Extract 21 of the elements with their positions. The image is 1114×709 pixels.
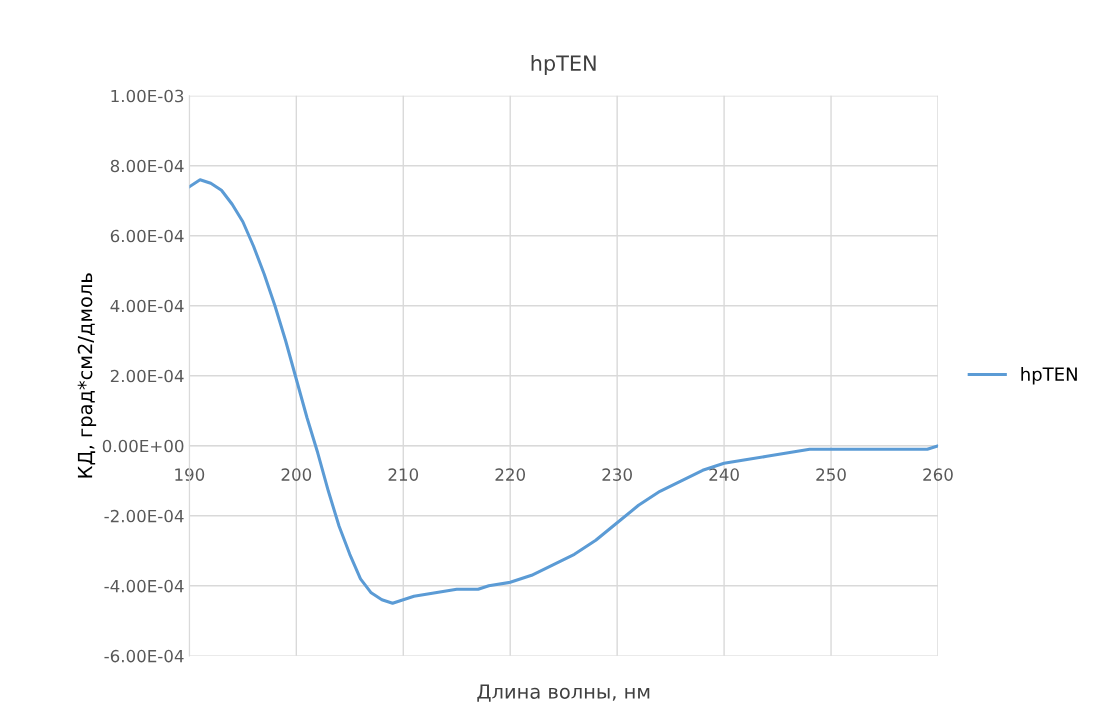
x-tick-label: 220 [495, 468, 526, 481]
y-tick-label: 8.00E-04 [110, 159, 184, 173]
x-tick-label: 200 [281, 468, 312, 481]
x-tick-label: 230 [602, 468, 632, 481]
y-axis-title: КД, град*см2/дмоль [77, 273, 97, 478]
y-tick-label: -4.00E-04 [104, 579, 184, 593]
legend-label: hpTEN [1021, 367, 1077, 385]
y-tick-label: 1.00E-03 [111, 89, 184, 103]
y-tick-label: 0.00E+00 [102, 439, 184, 453]
chart-title: hpTEN [531, 54, 596, 76]
y-tick-label: 2.00E-04 [110, 369, 184, 383]
x-tick-label: 240 [709, 468, 739, 481]
x-tick-label: 210 [388, 468, 419, 481]
y-tick-label: -6.00E-04 [104, 649, 184, 663]
y-tick-label: 6.00E-04 [110, 229, 184, 243]
x-tick-label: 250 [816, 468, 846, 481]
x-tick-label: 260 [923, 468, 953, 481]
x-tick-label: 190 [175, 468, 205, 481]
x-axis-title: Длина волны, нм [477, 684, 650, 702]
y-tick-label: -2.00E-04 [104, 509, 184, 523]
y-tick-label: 4.00E-04 [110, 299, 184, 313]
